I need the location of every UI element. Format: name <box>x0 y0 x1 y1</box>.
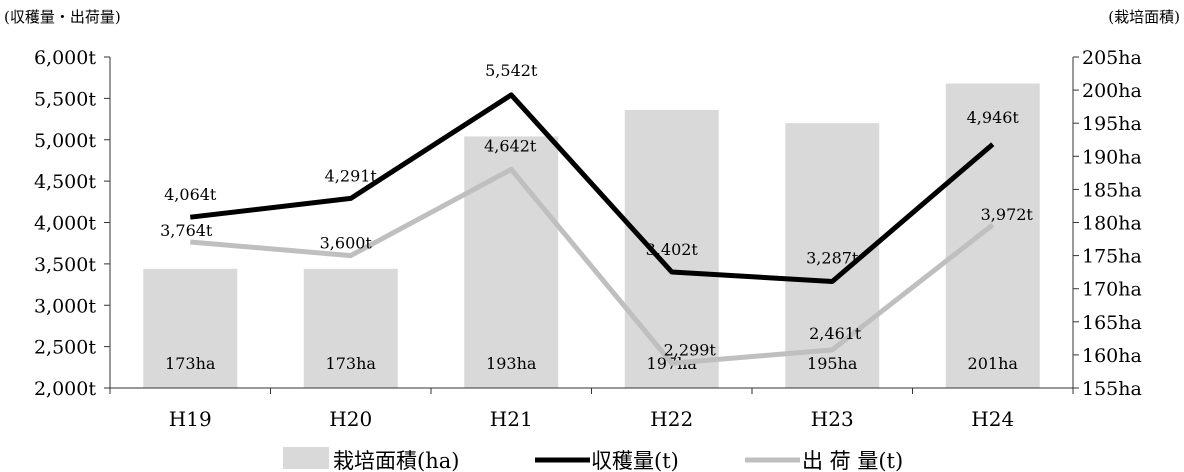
shipment-value-label: 3,600t <box>320 234 373 253</box>
left-tick-label: 4,000t <box>34 213 96 235</box>
left-tick-label: 5,500t <box>34 88 96 110</box>
right-tick-label: 185ha <box>1082 179 1142 201</box>
bar-value-label: 195ha <box>807 354 858 373</box>
right-tick-label: 195ha <box>1082 113 1142 135</box>
bar-area-H21 <box>464 136 559 388</box>
legend-label-shipment: 出 荷 量(t) <box>802 449 903 472</box>
left-axis-unit-label: (収穫量・出荷量) <box>4 8 121 26</box>
x-category-label: H19 <box>169 407 212 431</box>
x-category-label: H24 <box>971 407 1014 431</box>
harvest-value-label: 4,064t <box>164 185 217 204</box>
right-tick-label: 180ha <box>1082 213 1142 235</box>
shipment-value-label: 2,461t <box>809 324 862 343</box>
x-category-label: H20 <box>329 407 372 431</box>
shipment-line <box>190 166 995 366</box>
harvest-line <box>189 92 995 285</box>
left-tick-label: 2,500t <box>34 337 96 359</box>
harvest-value-label: 5,542t <box>485 61 538 80</box>
right-tick-label: 160ha <box>1082 345 1142 367</box>
left-tick-label: 4,500t <box>34 171 96 193</box>
shipment-value-label: 3,972t <box>981 205 1034 224</box>
right-tick-label: 170ha <box>1082 279 1142 301</box>
right-axis-unit-label: (栽培面積) <box>1108 8 1180 26</box>
shipment-value-label: 4,642t <box>484 136 537 155</box>
x-category-label: H21 <box>490 407 533 431</box>
shipment-value-label: 2,299t <box>664 340 717 359</box>
right-tick-label: 205ha <box>1082 47 1142 69</box>
left-tick-label: 3,000t <box>34 295 96 317</box>
left-tick-label: 5,000t <box>34 130 96 152</box>
shipment-value-label: 3,764t <box>160 221 213 240</box>
bar-value-label: 173ha <box>165 354 216 373</box>
harvest-value-label: 3,287t <box>806 249 859 268</box>
right-tick-label: 175ha <box>1082 246 1142 268</box>
bar-area-H19 <box>143 268 238 388</box>
right-tick-label: 165ha <box>1082 312 1142 334</box>
right-tick-label: 155ha <box>1082 378 1142 400</box>
legend-label-area: 栽培面積(ha) <box>333 449 459 472</box>
bar-area-H24 <box>945 83 1040 388</box>
x-category-label: H23 <box>811 407 854 431</box>
harvest-value-label: 4,291t <box>325 166 378 185</box>
bar-value-label: 173ha <box>326 354 377 373</box>
bar-value-label: 193ha <box>486 354 537 373</box>
left-tick-label: 2,000t <box>34 378 96 400</box>
bar-area-H22 <box>624 109 719 389</box>
legend-label-harvest: 収穫量(t) <box>591 449 679 472</box>
right-tick-label: 200ha <box>1082 80 1142 102</box>
bar-value-label: 201ha <box>968 354 1019 373</box>
left-tick-label: 3,500t <box>34 254 96 276</box>
right-tick-label: 190ha <box>1082 146 1142 168</box>
harvest-value-label: 3,402t <box>646 240 699 259</box>
bar-area-H20 <box>303 268 398 388</box>
legend-swatch-area <box>283 447 329 469</box>
left-tick-label: 6,000t <box>34 47 96 69</box>
x-category-label: H22 <box>650 407 693 431</box>
harvest-value-label: 4,946t <box>967 108 1020 127</box>
